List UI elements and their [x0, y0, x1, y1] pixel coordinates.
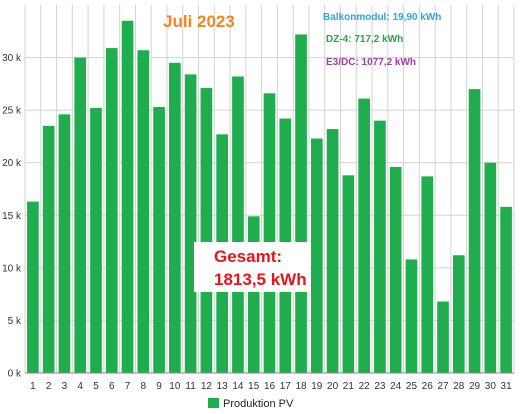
bar: [500, 206, 512, 373]
bar: [263, 93, 276, 373]
bar: [310, 138, 323, 373]
x-tick-label: 14: [232, 381, 244, 392]
bar: [484, 162, 497, 373]
bar: [437, 301, 449, 373]
x-tick-label: 31: [501, 381, 513, 392]
legend-label: Produktion PV: [223, 398, 294, 410]
x-tick-label: 26: [422, 381, 434, 392]
bar: [342, 175, 355, 373]
bars: [27, 20, 512, 374]
bar: [405, 259, 418, 373]
bar: [326, 129, 339, 373]
bar: [74, 57, 87, 373]
x-tick-label: 19: [311, 381, 323, 392]
x-tick-label: 29: [469, 381, 481, 392]
grid-lines: [24, 5, 515, 374]
bar: [27, 201, 39, 373]
bar: [42, 125, 55, 374]
y-tick-label: 25 k: [2, 106, 22, 117]
x-tick-label: 12: [201, 381, 213, 392]
x-tick-label: 8: [141, 381, 147, 392]
x-tick-label: 27: [437, 381, 449, 392]
bar: [121, 20, 134, 374]
chart-title: Juli 2023: [163, 12, 235, 31]
bar: [153, 106, 165, 373]
bar: [295, 34, 307, 373]
bar: [90, 108, 102, 373]
x-tick-label: 20: [327, 381, 339, 392]
legend: Produktion PV: [208, 398, 294, 410]
x-tick-label: 1: [30, 381, 36, 392]
y-tick-label: 20 k: [2, 158, 22, 169]
bar: [58, 114, 71, 373]
bar: [184, 74, 197, 373]
x-tick-label: 23: [374, 381, 386, 392]
total-box-background: [194, 242, 310, 292]
x-axis-ticks: 1 2 3 4 5 6 7 8 9 10 11 12 13 14 15 16 17 18 19 20 21 22 23 24 2…: [30, 381, 512, 392]
bar: [358, 98, 370, 373]
x-tick-label: 11: [185, 381, 196, 392]
x-tick-label: 18: [295, 381, 307, 392]
y-tick-label: 5 k: [8, 316, 22, 327]
x-tick-label: 7: [125, 381, 131, 392]
x-tick-label: 4: [77, 381, 83, 392]
y-tick-label: 10 k: [2, 263, 22, 274]
y-axis-ticks: 0 k 5 k 10 k 15 k 20 k 25 k 30 k: [2, 53, 22, 379]
annotation-e3dc: E3/DC: 1077,2 kWh: [326, 57, 416, 68]
y-tick-label: 15 k: [2, 211, 22, 222]
bar: [232, 76, 244, 374]
bar: [374, 120, 386, 374]
x-tick-label: 15: [248, 381, 260, 392]
total-value: 1813,5 kWh: [214, 270, 307, 289]
x-tick-label: 30: [485, 381, 497, 392]
y-tick-label: 30 k: [2, 53, 22, 64]
y-tick-label: 0 k: [8, 369, 22, 380]
total-box: Gesamt: 1813,5 kWh: [194, 242, 310, 292]
x-tick-label: 28: [453, 381, 465, 392]
x-tick-label: 25: [406, 381, 418, 392]
bar: [247, 216, 260, 373]
x-tick-label: 21: [343, 381, 355, 392]
legend-swatch: [208, 398, 219, 408]
x-tick-label: 3: [62, 381, 68, 392]
x-tick-label: 13: [217, 381, 229, 392]
annotation-dz4: DZ-4: 717,2 kWh: [326, 34, 403, 45]
x-tick-label: 22: [359, 381, 371, 392]
x-tick-label: 10: [169, 381, 181, 392]
total-label: Gesamt:: [214, 247, 282, 266]
x-tick-label: 16: [264, 381, 276, 392]
bar: [389, 166, 402, 373]
bar: [200, 88, 213, 373]
x-tick-label: 5: [93, 381, 99, 392]
bar: [452, 255, 465, 373]
x-tick-label: 24: [390, 381, 402, 392]
x-tick-label: 2: [46, 381, 52, 392]
bar: [105, 48, 118, 373]
bar: [421, 176, 434, 373]
bar: [468, 89, 481, 373]
bar: [169, 62, 181, 373]
x-tick-label: 9: [156, 381, 162, 392]
x-tick-label: 6: [109, 381, 115, 392]
x-tick-label: 17: [280, 381, 292, 392]
annotation-balkonmodul: Balkonmodul: 19,90 kWh: [323, 12, 441, 23]
bar: [137, 50, 150, 374]
